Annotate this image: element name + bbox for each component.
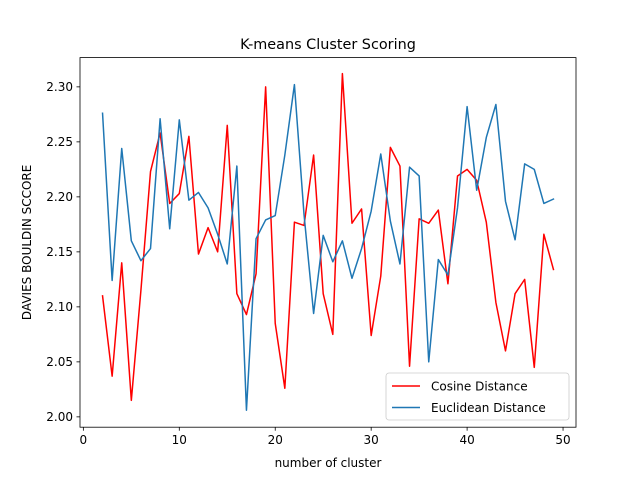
legend-label: Euclidean Distance [431, 401, 546, 415]
x-tick-label: 30 [364, 433, 379, 447]
y-tick-label: 2.25 [46, 135, 73, 149]
y-tick-label: 2.05 [46, 355, 73, 369]
x-tick-label: 40 [459, 433, 474, 447]
series-line-euclidean [101, 83, 555, 412]
x-tick-label: 50 [555, 433, 570, 447]
legend-box [385, 372, 570, 421]
series-line-cosine [101, 72, 555, 402]
y-tick-label: 2.20 [46, 190, 73, 204]
legend-label: Cosine Distance [431, 379, 528, 393]
y-tick-label: 2.00 [46, 410, 73, 424]
plot-frame [79, 57, 577, 428]
x-axis-title: number of cluster [275, 456, 382, 470]
y-axis-title: DAVIES BOULDIN SCCORE [20, 165, 34, 320]
x-tick-label: 10 [172, 433, 187, 447]
legend: Cosine Distance Euclidean Distance [385, 372, 570, 421]
y-tick-label: 2.30 [46, 80, 73, 94]
x-tick-label: 20 [268, 433, 283, 447]
chart-title: K-means Cluster Scoring [240, 37, 416, 53]
x-tick-label: 0 [80, 433, 88, 447]
y-tick-label: 2.15 [46, 245, 73, 259]
y-tick-label: 2.10 [46, 300, 73, 314]
